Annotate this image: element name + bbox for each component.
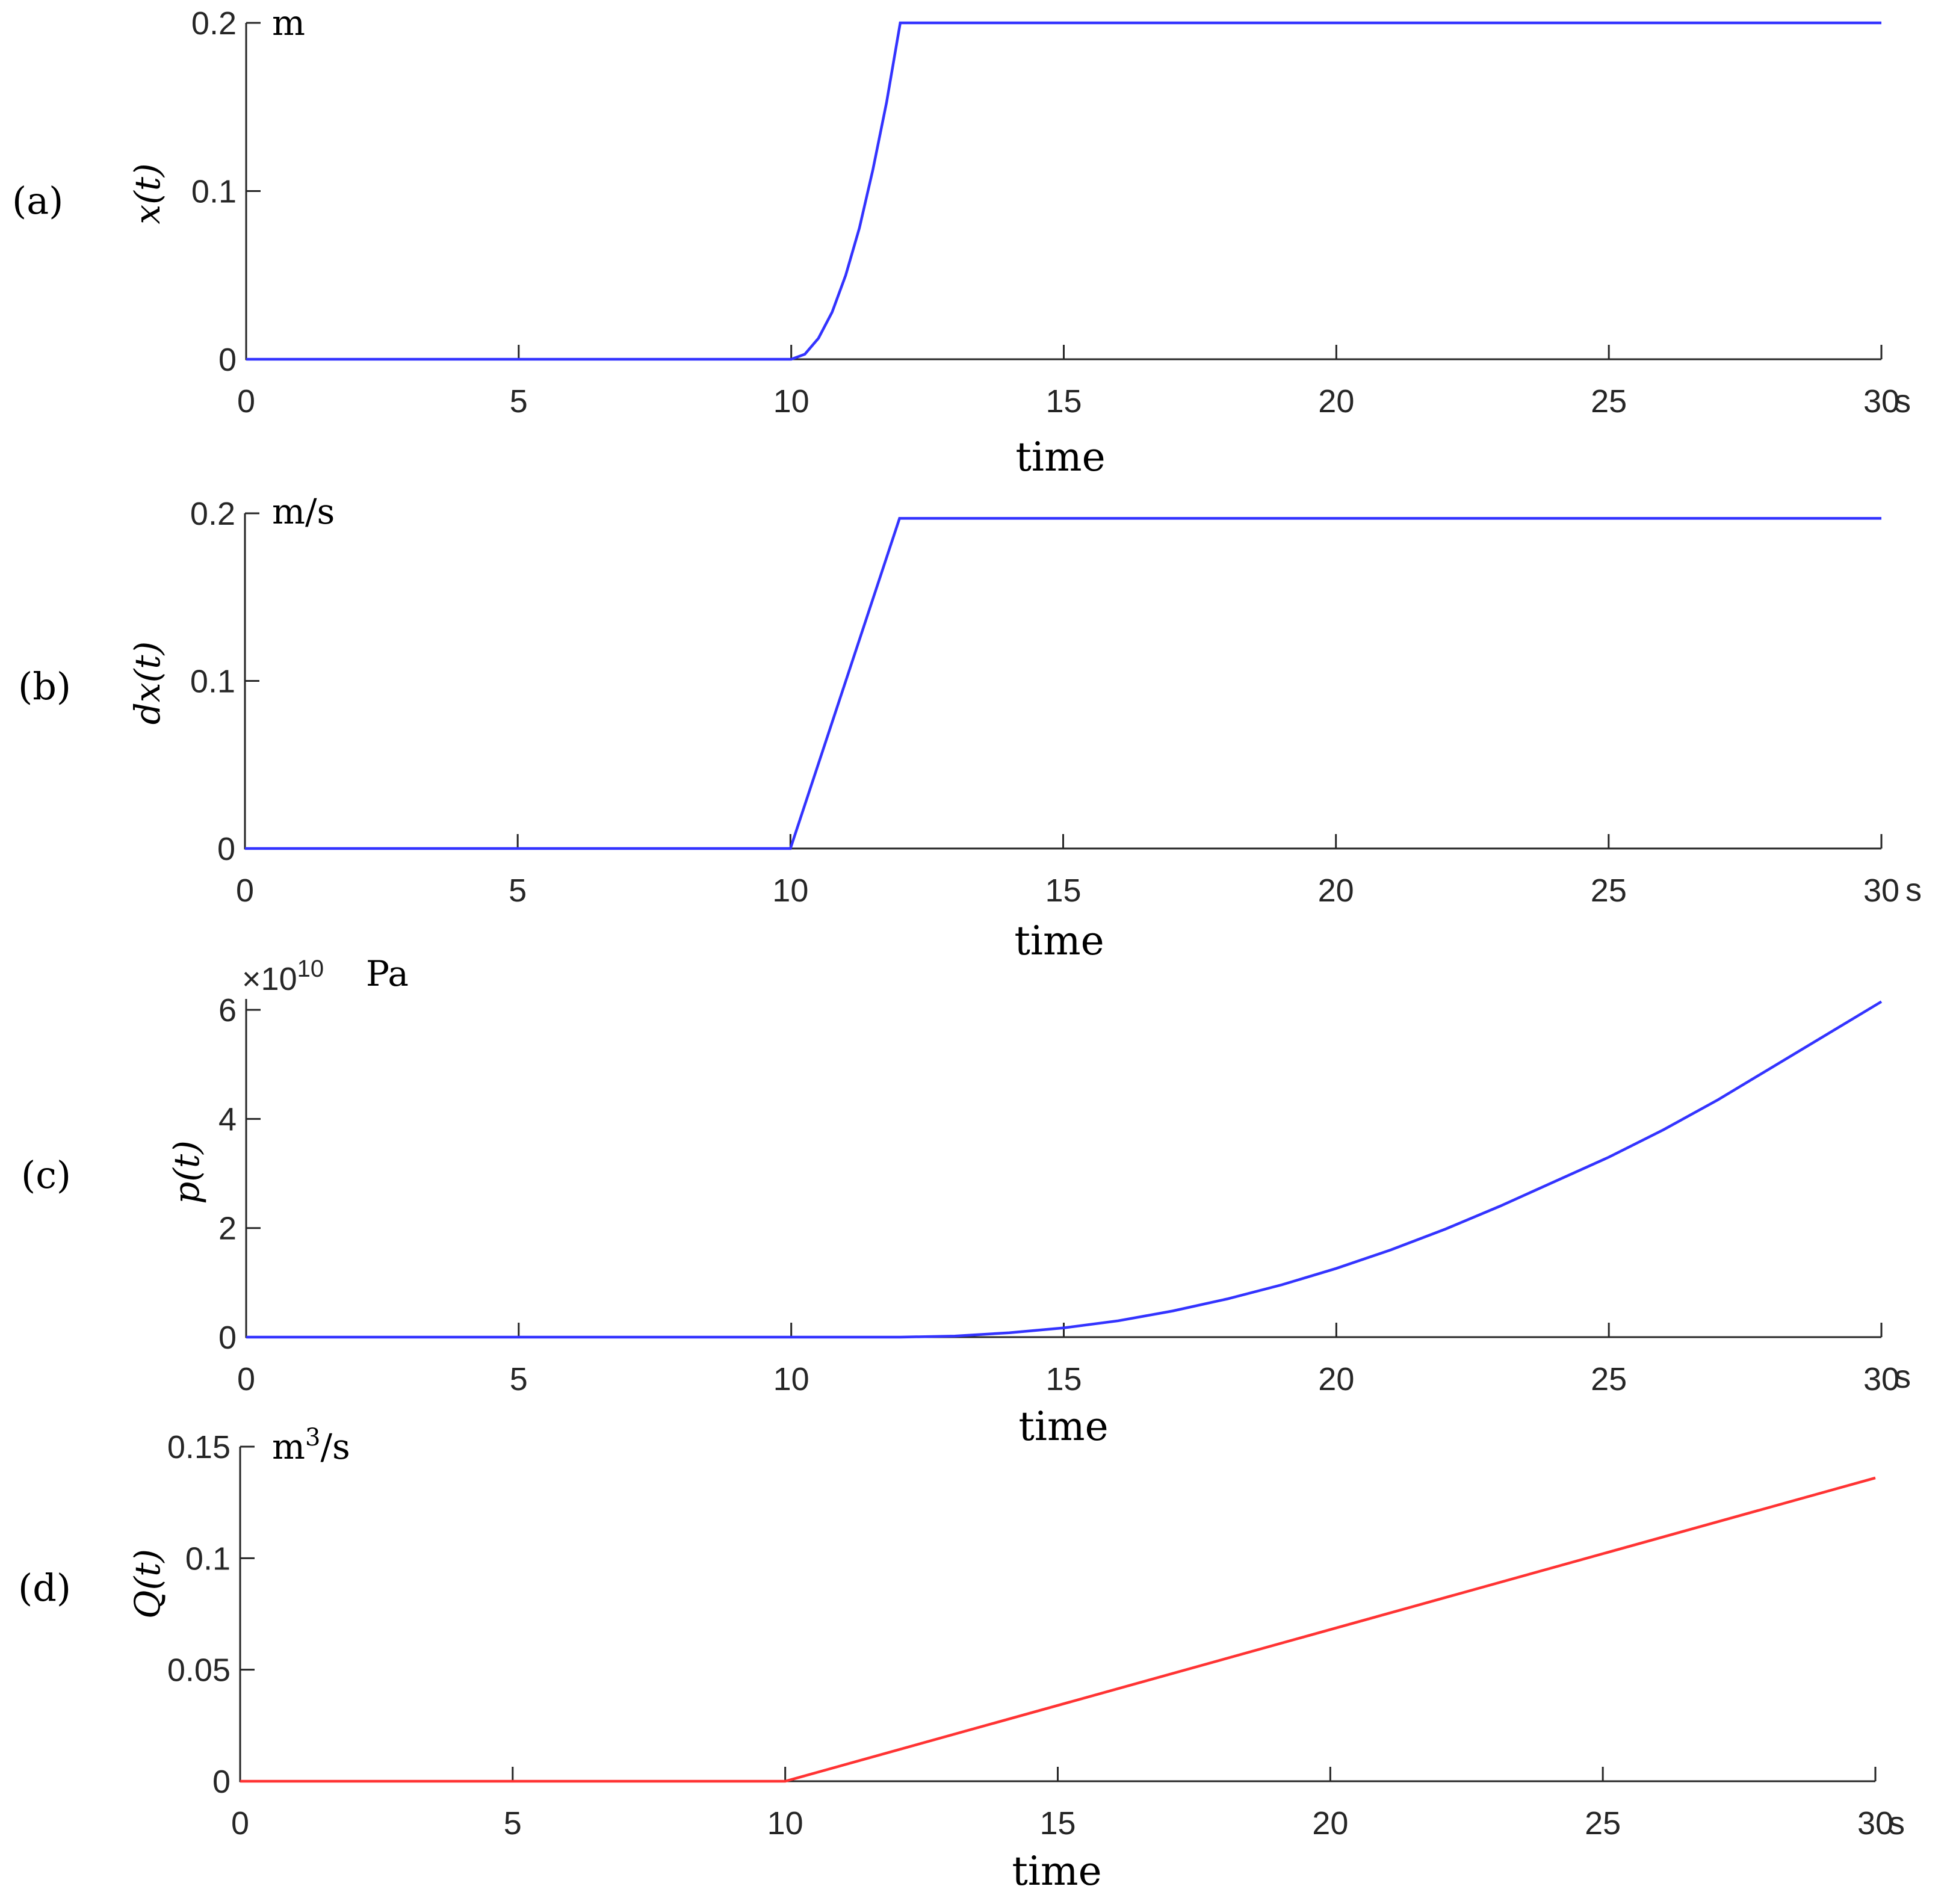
panel-d-xtick-label: 20 bbox=[1312, 1805, 1348, 1841]
panel-c-ytick-label: 4 bbox=[218, 1101, 237, 1137]
panel-b-xtick-label: 10 bbox=[772, 873, 808, 909]
panel-c-ylabel: p(t) bbox=[166, 1140, 207, 1204]
panel-a-ylabel: x(t) bbox=[127, 163, 168, 224]
panel-a-ytick-label: 0.1 bbox=[191, 174, 237, 210]
panel-d-x-unit: s bbox=[1889, 1805, 1905, 1841]
panel-b-series-line bbox=[245, 517, 1881, 850]
panel-b-yticks: 0 0.1 0.2 bbox=[190, 496, 259, 867]
panel-d-ytick-label: 0 bbox=[212, 1764, 231, 1800]
panel-d: (d) Q(t) m3/s 00.050.10.15 0 5 10 15 20 25 30 … bbox=[18, 1424, 1905, 1894]
panel-c-axes bbox=[245, 999, 1881, 1338]
panel-b-axes bbox=[244, 513, 1881, 850]
panel-d-axes bbox=[239, 1447, 1875, 1782]
panel-d-unit-suffix: /s bbox=[320, 1426, 350, 1467]
panel-d-xlabel: time bbox=[1012, 1848, 1101, 1894]
panel-c-xlabel: time bbox=[1018, 1403, 1108, 1450]
panel-c-yticks: 0 2 4 6 bbox=[218, 992, 261, 1356]
panel-a-ytick-label: 0.2 bbox=[191, 5, 237, 42]
panel-c-xtick-label: 30 bbox=[1863, 1361, 1899, 1397]
panel-a-x-unit: s bbox=[1895, 383, 1911, 419]
panel-b-ytick-label: 0.2 bbox=[190, 496, 235, 532]
panel-d-yticks: 0 0.05 0.1 0.15 bbox=[167, 1429, 255, 1800]
panel-b: (b) dx(t) m/s 0 0.1 0.2 0 5 10 15 20 25 30 s tim… bbox=[18, 491, 1922, 964]
panel-d-letter: (d) bbox=[18, 1566, 71, 1610]
panel-a-xticks: 0 5 10 15 20 25 30 bbox=[237, 345, 1899, 419]
panel-a-axes bbox=[245, 23, 1881, 360]
panel-d-xticks: 0 5 10 15 20 25 30 bbox=[231, 1767, 1893, 1841]
panel-d-unit: m3/s bbox=[272, 1424, 350, 1467]
panel-b-ylabel: dx(t) bbox=[127, 641, 168, 725]
panel-d-xtick-label: 10 bbox=[767, 1805, 803, 1841]
panel-a-yticks: 0 0.1 0.2 bbox=[191, 5, 261, 378]
panel-c-ytick-label: 2 bbox=[218, 1211, 237, 1247]
panel-b-xtick-label: 20 bbox=[1318, 873, 1354, 909]
panel-d-ytick-label: 0.05 bbox=[167, 1652, 231, 1689]
panel-b-xtick-label: 15 bbox=[1045, 873, 1081, 909]
panel-c-ytick-label: 0 bbox=[218, 1320, 237, 1356]
panel-a-xtick-label: 10 bbox=[773, 383, 809, 419]
panel-b-xtick-label: 0 bbox=[236, 873, 254, 909]
panel-c-x-unit: s bbox=[1895, 1359, 1911, 1395]
panel-d-xtick-label: 15 bbox=[1039, 1805, 1076, 1841]
panel-c-unit: Pa bbox=[366, 953, 409, 994]
panel-c-xticks: 0 5 10 15 20 25 30 bbox=[237, 1323, 1899, 1397]
panel-d-xtick-label: 30 bbox=[1857, 1805, 1893, 1841]
panel-c-xtick-label: 20 bbox=[1318, 1361, 1354, 1397]
panel-d-ytick-label: 0.1 bbox=[185, 1541, 231, 1577]
panel-c-exponent-power: 10 bbox=[297, 956, 324, 982]
panel-a-xlabel: time bbox=[1015, 434, 1105, 480]
panel-a-series-line bbox=[246, 21, 1881, 361]
panel-c-xtick-label: 5 bbox=[510, 1361, 528, 1397]
panel-d-unit-base: m bbox=[272, 1426, 305, 1467]
panel-a-xtick-label: 20 bbox=[1318, 383, 1354, 419]
panel-d-xtick-label: 0 bbox=[231, 1805, 249, 1841]
panel-c-xtick-label: 10 bbox=[773, 1361, 809, 1397]
panel-b-ytick-label: 0.1 bbox=[190, 664, 235, 700]
panel-a-xtick-label: 30 bbox=[1863, 383, 1899, 419]
panel-b-xticks: 0 5 10 15 20 25 30 bbox=[236, 834, 1899, 909]
panel-a-xtick-label: 0 bbox=[237, 383, 255, 419]
panel-a-xtick-label: 25 bbox=[1591, 383, 1627, 419]
panel-d-ylabel: Q(t) bbox=[127, 1549, 168, 1619]
panel-d-unit-power: 3 bbox=[305, 1424, 320, 1451]
panel-a: (a) x(t) m 0 0.1 0.2 0 5 10 15 20 25 30 s time bbox=[12, 2, 1911, 480]
panel-c-xtick-label: 15 bbox=[1045, 1361, 1082, 1397]
panel-a-ytick-label: 0 bbox=[218, 342, 237, 378]
panel-b-unit: m/s bbox=[272, 491, 335, 532]
panel-b-letter: (b) bbox=[18, 664, 71, 708]
panel-a-xtick-label: 15 bbox=[1045, 383, 1082, 419]
panel-d-series-line bbox=[240, 1476, 1876, 1783]
panel-c-letter: (c) bbox=[21, 1153, 71, 1197]
panel-a-letter: (a) bbox=[12, 179, 63, 223]
panel-d-xtick-label: 5 bbox=[504, 1805, 522, 1841]
panel-c-xtick-label: 25 bbox=[1591, 1361, 1627, 1397]
panel-c-exponent: ×1010 bbox=[242, 956, 324, 997]
panel-a-xtick-label: 5 bbox=[510, 383, 528, 419]
panel-b-xtick-label: 30 bbox=[1863, 873, 1899, 909]
panel-c-series-line bbox=[246, 1000, 1883, 1339]
panel-d-ytick-label: 0.15 bbox=[167, 1429, 231, 1465]
panel-b-xlabel: time bbox=[1014, 918, 1104, 964]
panel-a-unit: m bbox=[272, 2, 305, 43]
panel-d-xtick-label: 25 bbox=[1585, 1805, 1621, 1841]
panel-b-x-unit: s bbox=[1905, 872, 1922, 908]
panel-b-xtick-label: 25 bbox=[1591, 873, 1627, 909]
panel-c-exponent-base: ×10 bbox=[242, 961, 297, 997]
panel-b-ytick-label: 0 bbox=[217, 831, 235, 867]
panel-b-xtick-label: 5 bbox=[509, 873, 527, 909]
panel-c-ytick-label: 6 bbox=[218, 992, 237, 1028]
panel-c-xtick-label: 0 bbox=[237, 1361, 255, 1397]
